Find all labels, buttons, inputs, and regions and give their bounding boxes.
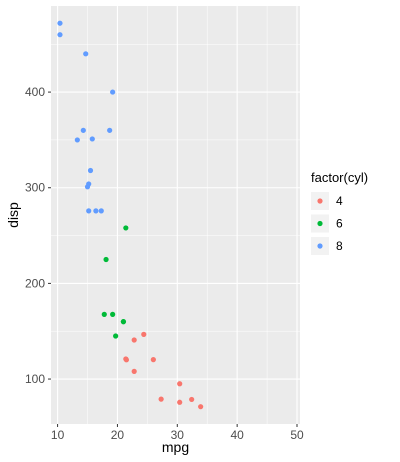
- legend-key-point: [317, 198, 323, 204]
- x-tick-label: 20: [111, 428, 125, 442]
- data-point-cyl-4: [189, 396, 195, 403]
- data-point-cyl-6: [110, 311, 116, 317]
- legend-keys: 4 6 8: [311, 192, 343, 255]
- data-point-cyl-4: [141, 331, 147, 337]
- legend-key-point: [317, 243, 323, 249]
- legend-label: 4: [336, 194, 343, 208]
- data-point-cyl-6: [123, 225, 129, 231]
- x-axis-ticks: 10 20 30 40 50: [51, 424, 304, 442]
- x-tick-label: 30: [171, 428, 185, 442]
- data-point-cyl-8: [57, 20, 63, 26]
- legend-label: 6: [336, 217, 343, 231]
- data-point-cyl-4: [177, 381, 183, 387]
- data-point-cyl-4: [198, 404, 204, 410]
- data-point-cyl-4: [123, 356, 129, 362]
- legend: factor(cyl) 4 6 8: [311, 170, 368, 255]
- major-gridlines: [51, 6, 300, 424]
- x-tick-label: 10: [51, 428, 65, 442]
- data-point-cyl-8: [84, 184, 91, 190]
- plot-panel: [51, 6, 300, 424]
- data-point-cyl-4: [158, 396, 164, 402]
- data-point-cyl-8: [83, 51, 89, 57]
- y-tick-label: 300: [25, 181, 45, 195]
- legend-label: 8: [336, 239, 343, 253]
- data-point-cyl-8: [89, 136, 95, 142]
- data-point-cyl-8: [107, 127, 113, 133]
- data-point-cyl-4: [150, 357, 156, 363]
- data-point-cyl-4: [131, 337, 137, 343]
- y-tick-label: 100: [25, 372, 45, 386]
- y-axis-title: disp: [5, 202, 21, 228]
- x-tick-label: 40: [230, 428, 244, 442]
- legend-title: factor(cyl): [311, 170, 368, 185]
- data-point-cyl-8: [93, 208, 99, 214]
- data-point-cyl-8: [87, 167, 94, 174]
- x-axis-title: mpg: [162, 439, 189, 455]
- data-point-cyl-6: [113, 333, 119, 339]
- data-point-cyl-6: [120, 319, 127, 325]
- x-tick-label: 50: [290, 428, 304, 442]
- data-point-cyl-8: [57, 32, 63, 38]
- data-points: [57, 20, 204, 410]
- legend-key-point: [317, 220, 323, 227]
- data-point-cyl-8: [86, 208, 92, 214]
- data-point-cyl-6: [101, 311, 107, 317]
- data-point-cyl-4: [177, 399, 183, 405]
- y-axis-ticks: 100 200 300 400: [25, 85, 51, 386]
- data-point-cyl-8: [80, 127, 86, 133]
- y-tick-label: 400: [25, 85, 45, 99]
- data-point-cyl-4: [131, 368, 137, 374]
- data-point-cyl-8: [98, 208, 104, 214]
- y-tick-label: 200: [25, 276, 45, 290]
- data-point-cyl-8: [110, 89, 116, 95]
- data-point-cyl-6: [103, 256, 109, 263]
- data-point-cyl-8: [74, 137, 80, 143]
